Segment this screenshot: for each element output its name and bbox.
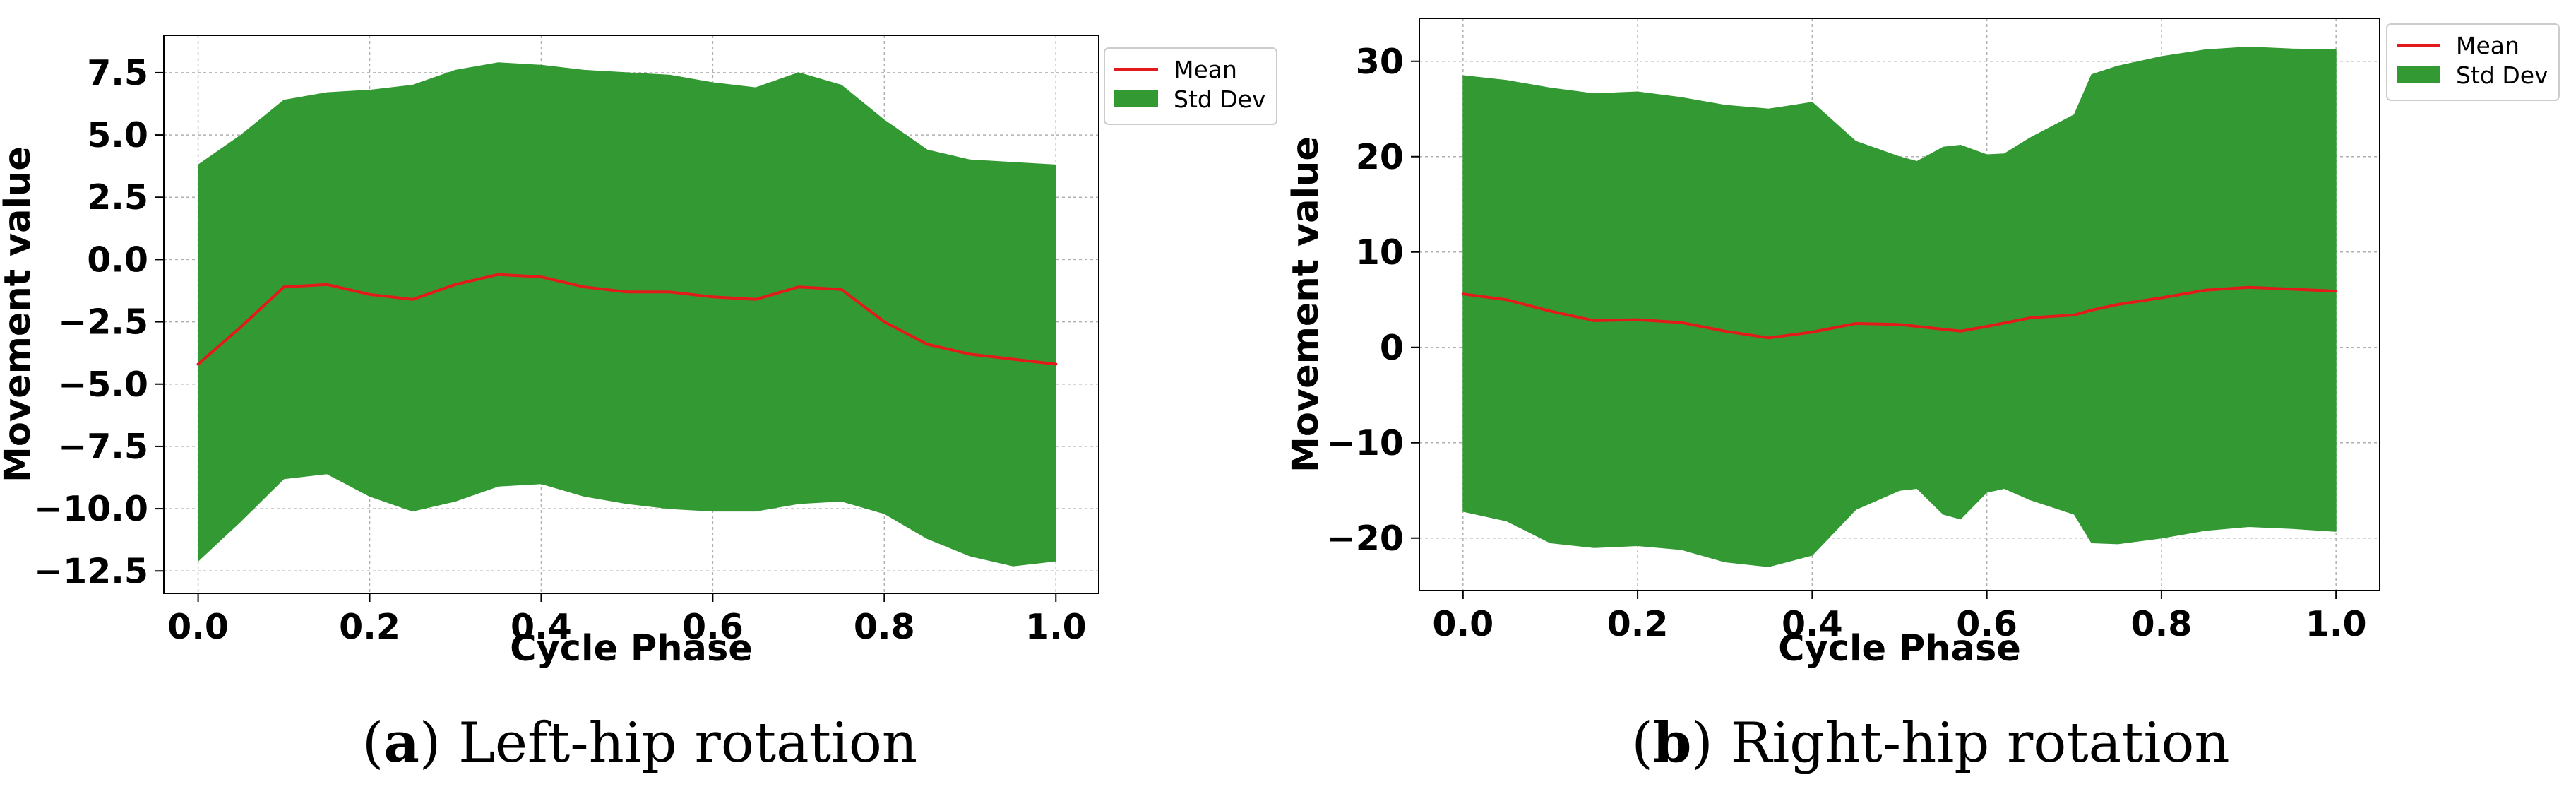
chart-b-x-tick-label: 0.6 (1956, 604, 2017, 644)
chart-a-plot-frame (163, 35, 1099, 594)
chart-a-legend-stddev-label: Std Dev (1174, 85, 1266, 113)
chart-a-std-dev-band (198, 62, 1056, 567)
chart-a-x-tick-label: 0.4 (511, 607, 572, 647)
chart-b-x-tick-label: 0.4 (1782, 604, 1843, 644)
chart-a-y-tick-label: −5.0 (58, 365, 148, 405)
chart-a-y-tick-label: 5.0 (87, 115, 148, 155)
chart-b-x-tick-label: 0.8 (2131, 604, 2193, 644)
chart-b-y-tick-label: −20 (1327, 519, 1404, 559)
chart-a-y-tick-label: −7.5 (58, 427, 148, 467)
chart-b-y-tick-label: 30 (1356, 42, 1404, 82)
chart-b-caption-letter: b (1653, 711, 1692, 775)
chart-b-mean-line (1461, 285, 2338, 340)
chart-a-x-tick-label: 0.6 (682, 607, 744, 647)
chart-b-legend-stddev-swatch (2397, 66, 2440, 83)
chart-a-x-tick-label: 0.0 (167, 607, 229, 647)
chart-b-x-tick-label: 1.0 (2306, 604, 2367, 644)
chart-a-x-tick-label: 0.2 (339, 607, 400, 647)
right-hip-rotation-chart: 0.0 0.2 0.4 0.6 0.8 1.0 30 20 10 0 −10 −20 Cycle Pha… (1285, 18, 2560, 775)
chart-a-x-tick-label: 0.8 (854, 607, 915, 647)
chart-a-y-tick-label: 0.0 (87, 239, 148, 280)
chart-a-caption-title: Left-hip rotation (458, 711, 917, 775)
chart-b-plot-frame (1419, 18, 2380, 591)
chart-b-caption-title: Right-hip rotation (1731, 711, 2230, 775)
chart-a-caption-close-paren: ) (419, 711, 458, 775)
chart-b-legend-mean-label: Mean (2456, 32, 2520, 59)
chart-a-mean-line (196, 273, 1058, 366)
chart-a-caption-letter: a (383, 711, 419, 775)
chart-a-legend-mean-label: Mean (1174, 56, 1237, 83)
chart-b-x-tick-label: 0.0 (1432, 604, 1493, 644)
left-hip-rotation-chart: 0.0 0.2 0.4 0.6 0.8 1.0 7.5 5.0 2.5 0.0 −2.5 −5.0 −7… (0, 35, 1277, 775)
chart-b-x-axis-label: Cycle Phase (1778, 628, 2021, 670)
chart-a-y-axis-label: Movement value (0, 146, 39, 482)
chart-a-y-tick-label: −10.0 (34, 489, 148, 529)
chart-b-y-tick-label: 10 (1356, 232, 1404, 273)
chart-b-caption-open-paren: ( (1631, 711, 1652, 775)
chart-a-y-tick-label: 7.5 (87, 53, 148, 93)
chart-b-y-tick-label: 20 (1356, 137, 1404, 177)
chart-a-y-tick-label: −12.5 (34, 551, 148, 591)
chart-b-y-axis-label: Movement value (1285, 136, 1327, 473)
chart-a-x-axis-label: Cycle Phase (510, 628, 753, 670)
chart-a-x-tick-label: 1.0 (1025, 607, 1087, 647)
chart-a-caption-open-paren: ( (362, 711, 383, 775)
chart-a-legend-stddev-swatch (1114, 90, 1158, 107)
chart-b-y-tick-label: −10 (1327, 423, 1404, 463)
chart-b-y-tick-label: 0 (1380, 328, 1404, 368)
chart-b-caption-close-paren: ) (1691, 711, 1730, 775)
chart-a-y-tick-label: −2.5 (58, 302, 148, 343)
chart-a-caption: (a) Left-hip rotation (362, 711, 917, 775)
chart-b-caption: (b) Right-hip rotation (1631, 711, 2229, 775)
chart-b-legend-stddev-label: Std Dev (2456, 61, 2548, 89)
chart-a-y-tick-label: 2.5 (87, 177, 148, 218)
chart-b-x-tick-label: 0.2 (1607, 604, 1669, 644)
chart-b-std-dev-band (1462, 47, 2337, 567)
